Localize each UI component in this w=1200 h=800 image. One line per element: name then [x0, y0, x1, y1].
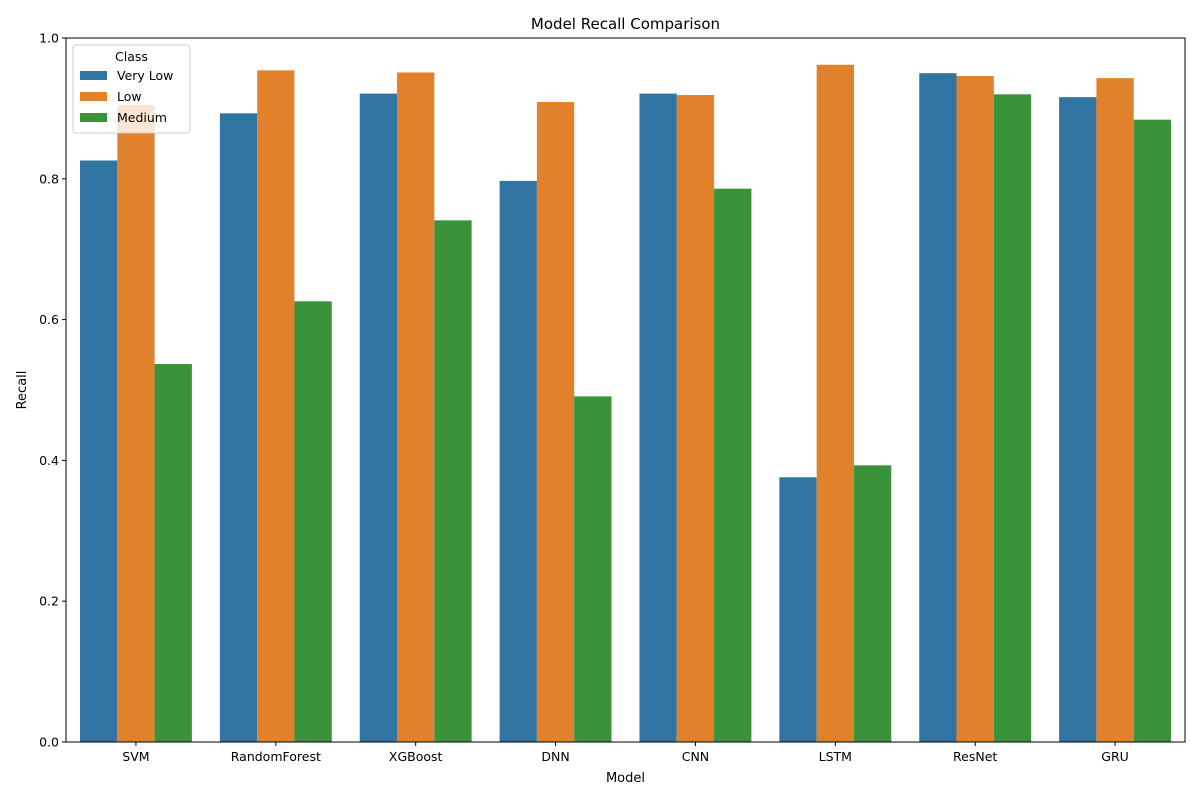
bar-resnet-low	[956, 76, 994, 743]
chart-title: Model Recall Comparison	[531, 15, 720, 33]
legend: Class Very Low Low Medium	[72, 44, 191, 134]
x-axis-label: Model	[606, 771, 645, 786]
legend-entry: Very Low	[117, 68, 173, 83]
legend-swatch	[80, 113, 107, 122]
bar-dnn-very-low	[499, 180, 537, 743]
x-tick-label: RandomForest	[231, 749, 321, 764]
bar-gru-medium	[1133, 119, 1172, 742]
y-tick-label: 0.8	[39, 171, 59, 186]
x-tick-label: SVM	[122, 749, 149, 764]
axes-layer: 0.0 0.2 0.4 0.6 0.8 1.0 SVM RandomForest XGBoost…	[39, 31, 1186, 764]
bar-lstm-low	[816, 64, 854, 742]
y-tick-label: 0.2	[39, 594, 59, 609]
x-tick-label: LSTM	[819, 749, 852, 764]
legend-swatch	[80, 71, 107, 80]
bar-svm-very-low	[79, 160, 118, 743]
bar-gru-low	[1096, 78, 1134, 743]
bars-layer	[79, 64, 1172, 743]
bar-randomforest-medium	[294, 301, 332, 742]
bar-resnet-very-low	[919, 73, 957, 742]
y-tick-label: 0.0	[39, 735, 59, 750]
x-tick-label: CNN	[682, 749, 709, 764]
y-tick-label: 0.6	[39, 312, 59, 327]
bar-svm-medium	[154, 363, 192, 742]
legend-entry: Low	[117, 89, 142, 104]
bar-randomforest-very-low	[219, 113, 258, 742]
x-tick-label: GRU	[1101, 749, 1129, 764]
x-tick-label: ResNet	[953, 749, 997, 764]
plot-frame	[65, 37, 1186, 743]
bar-xgboost-medium	[434, 220, 472, 742]
y-tick-label: 1.0	[39, 31, 59, 46]
bar-xgboost-low	[397, 72, 435, 743]
bar-dnn-medium	[574, 396, 612, 742]
legend-entry: Medium	[117, 110, 167, 125]
legend-box	[72, 44, 191, 134]
bar-dnn-low	[536, 102, 575, 742]
bar-gru-very-low	[1059, 97, 1097, 743]
bar-cnn-low	[676, 95, 715, 743]
y-axis-label: Recall	[15, 371, 30, 410]
bar-lstm-medium	[853, 465, 892, 742]
bar-lstm-very-low	[779, 477, 817, 742]
bar-cnn-very-low	[639, 93, 677, 743]
x-tick-label: XGBoost	[389, 749, 443, 764]
bar-randomforest-low	[257, 70, 295, 742]
bar-cnn-medium	[714, 188, 752, 742]
legend-swatch	[80, 92, 107, 101]
x-tick-label: DNN	[541, 749, 569, 764]
bar-resnet-medium	[993, 94, 1032, 742]
bar-xgboost-very-low	[359, 93, 398, 743]
legend-title: Class	[115, 49, 148, 64]
bar-svm-low	[117, 104, 155, 742]
y-tick-label: 0.4	[39, 453, 59, 468]
